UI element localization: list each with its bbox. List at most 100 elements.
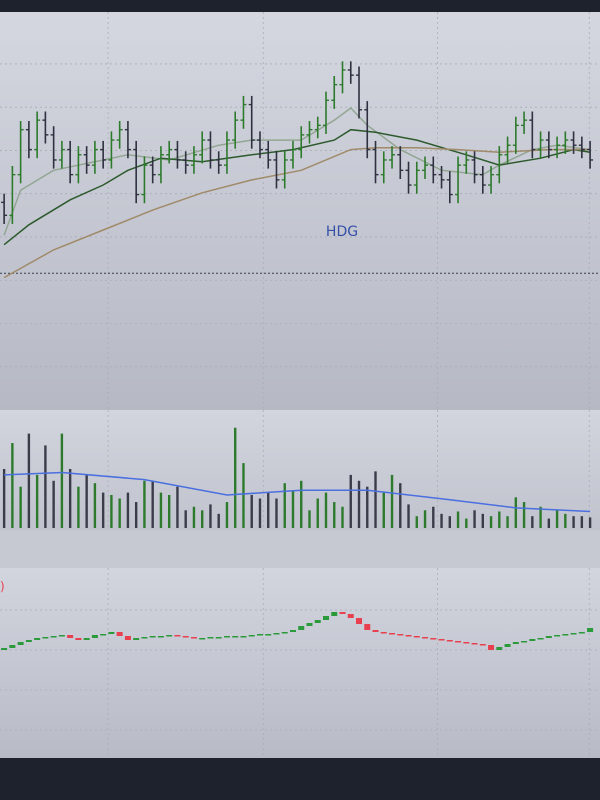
volume-bar xyxy=(275,498,278,528)
candle-body xyxy=(422,637,429,639)
volume-bar xyxy=(588,517,592,528)
candle-body xyxy=(504,644,511,647)
volume-bar xyxy=(440,513,443,528)
volume-bar xyxy=(250,494,253,528)
volume-bar xyxy=(564,513,567,528)
volume-average xyxy=(4,471,591,513)
volume-bar xyxy=(143,480,146,528)
volume-bar xyxy=(308,510,311,528)
bottom-bar xyxy=(0,758,600,800)
candle-body xyxy=(479,644,486,646)
volume-bar xyxy=(481,513,485,528)
candle-body xyxy=(124,636,131,640)
top-bar xyxy=(0,0,600,12)
volume-bar xyxy=(44,445,47,528)
volume-bar xyxy=(382,492,385,528)
candle-body xyxy=(265,634,272,636)
volume-bar xyxy=(234,427,237,528)
candle-body xyxy=(446,640,453,642)
volume-bar xyxy=(35,474,39,528)
candle-body xyxy=(488,645,495,650)
volume-bar xyxy=(225,502,229,528)
candle-body xyxy=(190,637,197,639)
volume-bar xyxy=(324,492,328,528)
volume-bar xyxy=(27,433,31,528)
candle-body xyxy=(322,616,329,620)
candle-body xyxy=(521,641,528,643)
volume-bar xyxy=(126,492,130,528)
volume-bar xyxy=(555,510,559,528)
candle-body xyxy=(364,624,371,630)
volume-bar xyxy=(489,516,493,528)
volume-bar xyxy=(110,494,113,528)
candle-body xyxy=(248,635,255,637)
candle-body xyxy=(380,632,387,634)
volume-bar xyxy=(2,469,6,528)
volume-bar xyxy=(134,502,138,528)
volume-bar xyxy=(572,516,575,528)
volume-bar xyxy=(341,506,344,528)
moving-average xyxy=(3,128,591,246)
candle-body xyxy=(232,636,239,638)
volume-bar xyxy=(52,480,55,528)
candle-body xyxy=(166,635,173,637)
candle-body xyxy=(149,636,156,638)
candle-body xyxy=(554,635,561,637)
volume-bar xyxy=(465,518,468,528)
volume-bar xyxy=(531,516,534,528)
volume-bar xyxy=(283,483,286,528)
candle-body xyxy=(108,632,115,634)
candle-body xyxy=(430,638,437,640)
candle-body xyxy=(207,637,214,639)
candle-body xyxy=(1,648,8,650)
candle-body xyxy=(17,642,24,645)
volume-bar xyxy=(522,502,526,528)
volume-bar xyxy=(432,506,435,528)
candle-body xyxy=(67,635,74,638)
candle-body xyxy=(438,639,445,641)
volume-bar xyxy=(159,492,163,528)
candle-body xyxy=(496,647,503,650)
candle-body xyxy=(331,612,338,616)
candle-body xyxy=(75,638,82,640)
candle-body xyxy=(50,636,57,638)
volume-bar xyxy=(349,474,352,528)
volume-bar xyxy=(456,511,460,528)
candle-body xyxy=(100,634,107,636)
candle-body xyxy=(281,632,288,634)
volume-bar xyxy=(333,502,336,528)
volume-bar xyxy=(258,498,262,528)
volume-bar xyxy=(217,513,220,528)
candle-body xyxy=(83,638,90,640)
candle-body xyxy=(537,638,544,640)
candle-body xyxy=(9,645,16,648)
volume-bar xyxy=(242,463,245,528)
candle-body xyxy=(562,634,569,636)
candle-body xyxy=(58,635,65,637)
candle-body xyxy=(34,638,41,640)
volume-bar xyxy=(192,506,196,528)
candle-body xyxy=(141,637,148,639)
candle-body xyxy=(587,628,594,632)
volume-bar xyxy=(77,486,80,528)
candle-body xyxy=(545,636,552,638)
volume-bar xyxy=(176,486,179,528)
candle-body xyxy=(42,637,49,639)
candle-body xyxy=(157,636,164,638)
volume-bar xyxy=(209,504,212,528)
candle-body xyxy=(174,635,181,637)
volume-bar xyxy=(473,510,476,528)
candle-body xyxy=(133,638,140,640)
volume-bar xyxy=(366,486,369,528)
volume-bar xyxy=(415,516,418,528)
volume-bar xyxy=(151,480,154,528)
candle-body xyxy=(389,633,396,635)
price-panel xyxy=(0,12,600,410)
symbol-label: HDG xyxy=(326,224,358,240)
volume-bar xyxy=(390,474,394,528)
volume-bar xyxy=(539,506,542,528)
candle-body xyxy=(347,614,354,618)
volume-bar xyxy=(547,518,551,528)
